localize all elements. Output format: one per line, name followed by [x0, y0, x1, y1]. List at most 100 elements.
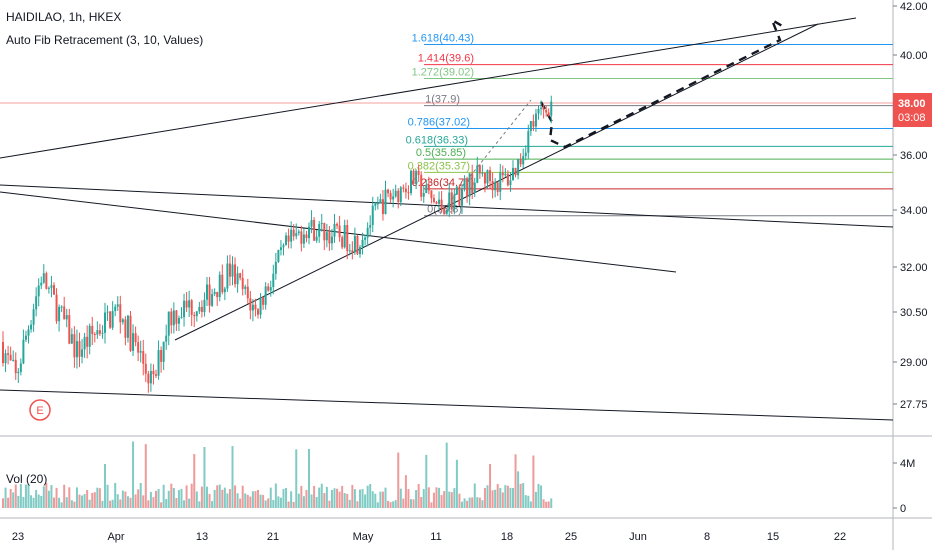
volume-bar: [37, 494, 40, 508]
volume-bar: [504, 485, 507, 508]
volume-legend[interactable]: Vol (20): [6, 472, 48, 486]
volume-bar: [277, 496, 280, 508]
candle-body: [471, 173, 474, 194]
candle-body: [40, 282, 43, 286]
candle-body: [501, 172, 504, 176]
volume-bar: [292, 501, 295, 508]
volume-bar: [35, 489, 38, 508]
volume-bar: [297, 493, 300, 508]
study-legend[interactable]: Auto Fib Retracement (3, 10, Values): [6, 33, 204, 47]
volume-bar: [450, 492, 453, 508]
candle-body: [432, 198, 435, 202]
x-tick-label: 8: [704, 531, 710, 543]
volume-bar: [537, 483, 540, 508]
candle-body: [512, 167, 514, 181]
candle-body: [257, 309, 259, 315]
candle-body: [7, 353, 10, 355]
candle-body: [152, 370, 155, 375]
volume-bar: [509, 487, 512, 508]
candle-body: [177, 318, 180, 324]
candle-body: [114, 306, 117, 312]
candle-body: [218, 274, 221, 298]
volume-bar: [376, 502, 379, 508]
candle-body: [458, 186, 461, 206]
candle-body: [254, 304, 257, 310]
volume-bar: [81, 495, 84, 508]
candle-body: [529, 121, 532, 132]
volume-bar: [259, 494, 262, 508]
volume-bar: [330, 490, 333, 508]
volume-bar: [208, 493, 211, 508]
volume-bar: [458, 493, 461, 508]
volume-bar: [550, 498, 553, 508]
candle-body: [527, 131, 530, 153]
candle-body: [532, 121, 535, 127]
candle-body: [438, 199, 441, 204]
volume-bar: [274, 483, 277, 508]
candlestick-series: [2, 95, 553, 393]
candle-body: [185, 300, 188, 308]
volume-bar: [517, 471, 520, 508]
volume-bar: [162, 484, 165, 508]
volume-bar: [254, 491, 257, 508]
volume-bar: [481, 500, 484, 508]
volume-bar: [129, 497, 132, 508]
volume-bar: [185, 485, 188, 508]
candle-body: [318, 223, 321, 237]
candle-body: [111, 311, 114, 328]
volume-bar: [476, 497, 479, 508]
volume-bar: [152, 497, 155, 508]
candle-body: [75, 341, 78, 358]
volume-bar: [70, 500, 73, 508]
candle-body: [155, 374, 157, 376]
volume-bar: [218, 484, 221, 508]
volume-bar: [318, 487, 321, 508]
candle-body: [420, 174, 423, 197]
candle-body: [351, 250, 354, 253]
candle-body: [320, 223, 323, 225]
candle-body: [193, 314, 196, 317]
fib-label-1: 1(37.9): [425, 94, 460, 106]
volume-bar: [193, 454, 196, 508]
volume-bar: [147, 500, 150, 508]
volume-bar: [246, 494, 249, 508]
volume-bar: [137, 489, 140, 508]
volume-bar: [471, 497, 474, 508]
y-tick-label: 42.00: [900, 1, 928, 13]
volume-bar: [389, 502, 392, 508]
volume-bar: [333, 488, 336, 508]
candle-body: [244, 286, 247, 289]
volume-bar: [98, 488, 101, 508]
volume-bar: [410, 499, 412, 508]
volume-bar: [213, 489, 216, 508]
candle-body: [313, 219, 316, 241]
volume-bar: [545, 501, 548, 508]
volume-bar: [269, 487, 272, 508]
x-tick-label: Jun: [629, 531, 647, 543]
volume-bar: [114, 482, 117, 508]
volume-bar: [290, 491, 293, 508]
volume-bar: [346, 493, 349, 508]
candle-body: [124, 319, 127, 338]
volume-bar: [121, 490, 124, 508]
volume-bar: [468, 497, 471, 508]
volume-bar: [106, 484, 109, 508]
candle-body: [267, 286, 270, 291]
volume-bar: [348, 499, 351, 508]
volume-bar: [295, 449, 298, 508]
volume-bar: [343, 493, 346, 508]
price-badge-bg: [893, 93, 932, 127]
volume-bar: [40, 495, 43, 508]
candle-body: [165, 335, 168, 342]
candle-body: [376, 203, 379, 205]
candle-body: [262, 297, 265, 305]
candle-body: [246, 286, 249, 299]
candle-body: [30, 324, 33, 330]
x-tick-label: 21: [267, 531, 279, 543]
candle-body: [98, 330, 101, 334]
volume-bar: [267, 498, 270, 508]
volume-bar: [359, 489, 361, 508]
price-badge-value: 38.00: [898, 98, 926, 110]
y-tick-label: 32.00: [900, 262, 928, 274]
